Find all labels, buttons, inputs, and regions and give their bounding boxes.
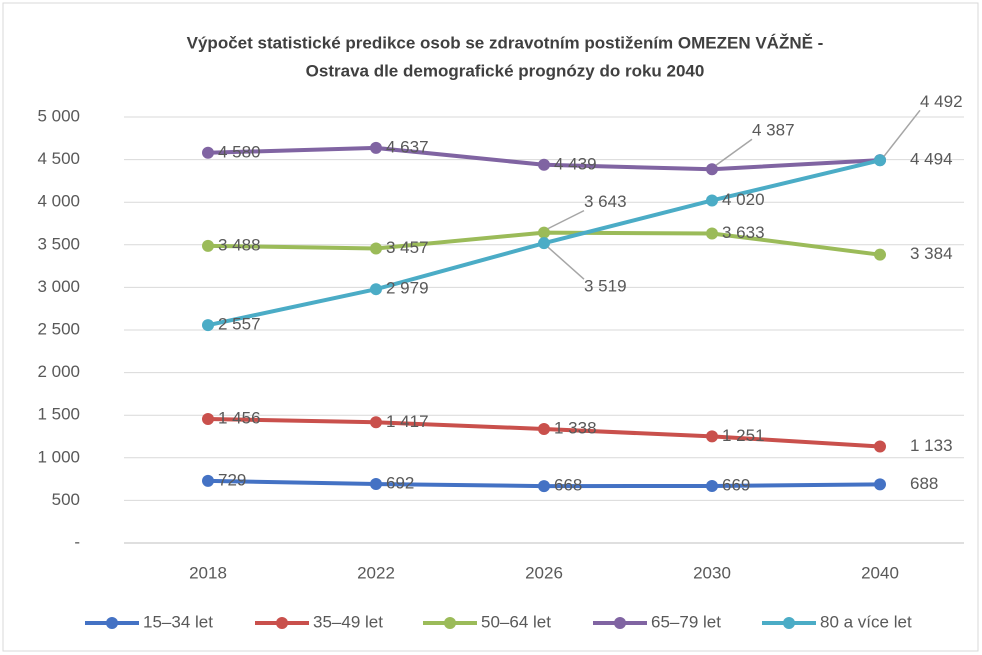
legend-label: 35–49 let <box>313 612 383 631</box>
y-tick-label: 2 000 <box>37 362 80 381</box>
x-tick-label: 2022 <box>357 563 395 582</box>
data-label: 669 <box>722 475 750 494</box>
data-point <box>370 283 382 296</box>
leader-line <box>547 209 585 230</box>
y-tick-label: 500 <box>52 490 80 509</box>
legend-label: 15–34 let <box>143 612 213 631</box>
leader-line <box>715 138 753 166</box>
y-tick-label: 5 000 <box>37 106 80 125</box>
x-tick-label: 2030 <box>693 563 731 582</box>
data-point <box>706 480 718 493</box>
data-label: 729 <box>218 470 246 489</box>
data-point <box>874 248 886 261</box>
data-label: 1 133 <box>910 436 953 455</box>
data-point <box>538 480 550 493</box>
legend-label: 80 a více let <box>820 612 912 631</box>
data-point <box>874 478 886 491</box>
legend-marker <box>106 617 118 629</box>
x-tick-label: 2026 <box>525 563 563 582</box>
data-point <box>706 163 718 176</box>
data-label: 3 457 <box>386 238 429 257</box>
data-label: 3 633 <box>722 223 765 242</box>
legend-marker <box>276 617 288 629</box>
chart-title: Výpočet statistické predikce osob se zdr… <box>187 33 824 52</box>
data-label: 4 637 <box>386 137 429 156</box>
data-point <box>706 430 718 443</box>
data-label: 4 492 <box>920 92 963 111</box>
data-label: 1 338 <box>554 418 597 437</box>
data-label: 4 439 <box>554 154 597 173</box>
data-point <box>202 146 214 159</box>
data-label: 1 251 <box>722 426 765 445</box>
y-tick-label: 2 500 <box>37 319 80 338</box>
data-point <box>874 440 886 453</box>
x-tick-label: 2018 <box>189 563 227 582</box>
legend-label: 65–79 let <box>651 612 721 631</box>
y-tick-label: 1 000 <box>37 447 80 466</box>
data-point <box>202 239 214 252</box>
legend-marker <box>444 617 456 629</box>
data-point <box>538 237 550 250</box>
data-label: 1 417 <box>386 412 429 431</box>
data-label: 2 557 <box>218 315 261 334</box>
y-tick-label: - <box>74 532 80 551</box>
legend-label: 50–64 let <box>481 612 551 631</box>
data-label: 4 494 <box>910 150 953 169</box>
data-point <box>706 227 718 240</box>
data-point <box>370 141 382 154</box>
data-label: 692 <box>386 474 414 493</box>
data-label: 4 387 <box>752 121 795 140</box>
y-tick-label: 1 500 <box>37 405 80 424</box>
data-point <box>706 194 718 207</box>
x-tick-label: 2040 <box>861 563 899 582</box>
data-label: 688 <box>910 474 938 493</box>
y-tick-label: 3 000 <box>37 277 80 296</box>
y-tick-label: 3 500 <box>37 234 80 253</box>
data-point <box>874 154 886 167</box>
data-label: 3 519 <box>584 277 627 296</box>
data-label: 3 488 <box>218 235 261 254</box>
data-point <box>370 478 382 491</box>
legend-marker <box>614 617 626 629</box>
data-point <box>538 423 550 436</box>
data-point <box>202 474 214 487</box>
data-point <box>538 226 550 239</box>
data-point <box>370 242 382 255</box>
chart-title: Ostrava dle demografické prognózy do rok… <box>306 61 705 80</box>
data-point <box>202 319 214 332</box>
data-point <box>202 412 214 425</box>
data-label: 4 580 <box>218 142 261 161</box>
data-label: 3 643 <box>584 192 627 211</box>
data-label: 2 979 <box>386 279 429 298</box>
y-tick-label: 4 000 <box>37 192 80 211</box>
data-label: 668 <box>554 476 582 495</box>
legend-marker <box>783 617 795 629</box>
data-label: 1 456 <box>218 408 261 427</box>
y-tick-label: 4 500 <box>37 149 80 168</box>
data-label: 3 384 <box>910 244 953 263</box>
data-label: 4 020 <box>722 190 765 209</box>
data-point <box>538 158 550 171</box>
leader-line <box>547 246 585 280</box>
data-point <box>370 416 382 429</box>
leader-line <box>883 109 921 157</box>
